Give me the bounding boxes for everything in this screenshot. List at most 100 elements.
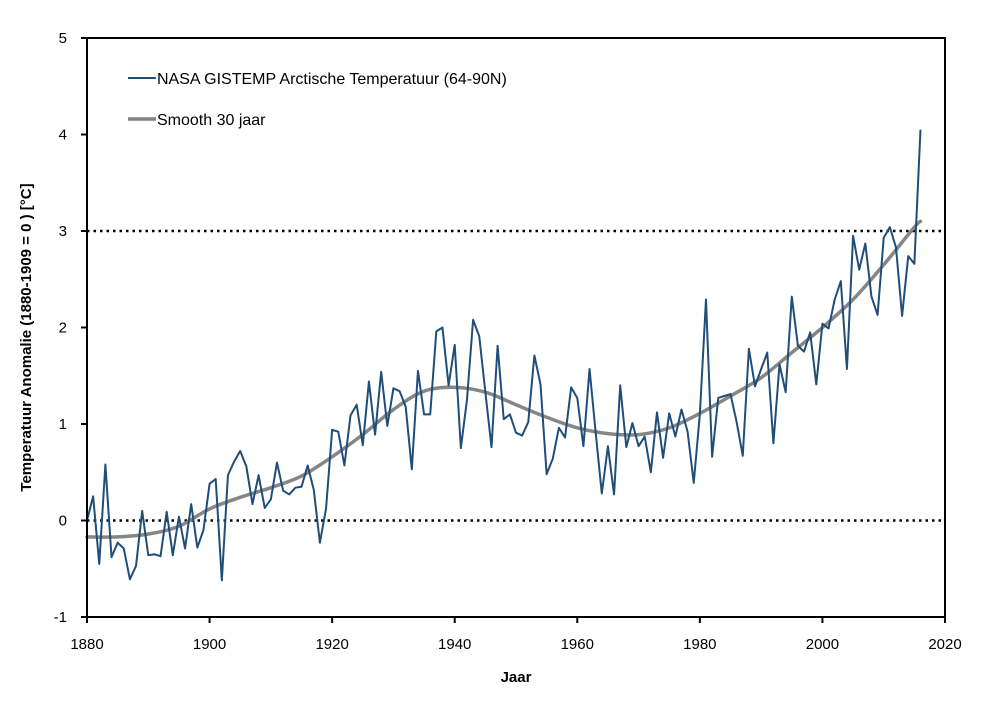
data-point: [509, 414, 511, 416]
data-point: [368, 381, 370, 383]
data-point: [436, 331, 438, 333]
x-tick-label: 1900: [193, 636, 226, 653]
y-axis-ticks: -1 0 1 2 3 4 5: [54, 30, 87, 626]
data-point: [282, 490, 284, 492]
data-point: [215, 478, 217, 480]
data-point: [877, 314, 879, 316]
data-point: [668, 413, 670, 415]
data-point: [920, 129, 922, 131]
data-point: [527, 421, 529, 423]
data-point: [546, 473, 548, 475]
data-point: [534, 355, 536, 357]
data-point: [276, 462, 278, 464]
data-point: [736, 421, 738, 423]
data-point: [141, 510, 143, 512]
data-point: [705, 299, 707, 301]
data-point: [92, 496, 94, 498]
data-point: [687, 431, 689, 433]
data-point: [889, 226, 891, 228]
y-tick-label: 3: [59, 223, 67, 240]
data-point: [589, 368, 591, 370]
data-point: [227, 474, 229, 476]
data-point: [914, 263, 916, 265]
data-point: [166, 511, 168, 513]
data-point: [742, 455, 744, 457]
data-point: [822, 323, 824, 325]
x-tick-label: 1920: [315, 636, 348, 653]
data-point: [601, 493, 603, 495]
data-point: [356, 404, 358, 406]
data-point: [846, 368, 848, 370]
data-point: [203, 529, 205, 531]
legend-label-arctic-temperature: NASA GISTEMP Arctische Temperatuur (64-9…: [157, 71, 507, 88]
data-point: [638, 445, 640, 447]
series-layer: [85, 129, 923, 582]
data-point: [178, 516, 180, 518]
data-point: [681, 409, 683, 411]
x-axis-ticks: 1880 1900 1920 1940 1960 1980 2000 2020: [70, 617, 962, 653]
data-point: [147, 554, 149, 556]
data-point: [405, 406, 407, 408]
x-tick-label: 1880: [70, 636, 103, 653]
data-point: [233, 461, 235, 463]
x-axis-title: Jaar: [501, 669, 532, 686]
data-point: [809, 332, 811, 334]
data-point: [803, 351, 805, 353]
x-tick-label: 1980: [683, 636, 716, 653]
data-point: [411, 469, 413, 471]
data-point: [883, 237, 885, 239]
y-tick-label: -1: [54, 609, 67, 626]
data-point: [717, 397, 719, 399]
data-point: [221, 580, 223, 582]
data-point: [387, 425, 389, 427]
data-point: [576, 397, 578, 399]
data-point: [816, 384, 818, 386]
data-point: [239, 450, 241, 452]
data-point: [552, 458, 554, 460]
data-point: [301, 486, 303, 488]
data-point: [766, 352, 768, 354]
data-point: [724, 395, 726, 397]
data-point: [907, 255, 909, 257]
data-point: [111, 556, 113, 558]
data-point: [540, 384, 542, 386]
data-point: [123, 548, 125, 550]
data-point: [828, 328, 830, 330]
data-point: [521, 435, 523, 437]
data-point: [252, 503, 254, 505]
data-point: [865, 243, 867, 245]
y-tick-label: 4: [59, 127, 67, 144]
data-point: [595, 432, 597, 434]
data-point: [246, 466, 248, 468]
data-point: [172, 554, 174, 556]
data-point: [313, 489, 315, 491]
data-point: [129, 579, 131, 581]
data-point: [417, 370, 419, 372]
data-point: [184, 548, 186, 550]
data-point: [442, 327, 444, 329]
data-point: [264, 507, 266, 509]
data-point: [209, 483, 211, 485]
data-point: [619, 385, 621, 387]
data-point: [307, 465, 309, 467]
data-point: [117, 542, 119, 544]
data-point: [650, 471, 652, 473]
data-point: [564, 437, 566, 439]
y-tick-label: 1: [59, 416, 67, 433]
data-point: [773, 443, 775, 445]
data-point: [785, 391, 787, 393]
data-point: [270, 498, 272, 500]
data-point: [295, 487, 297, 489]
data-point: [460, 447, 462, 449]
y-axis-title: Temperatuur Anomalie (1880-1909 = 0 ) [°…: [18, 183, 35, 491]
data-point: [423, 414, 425, 416]
data-point: [852, 235, 854, 237]
data-point: [871, 296, 873, 298]
data-point: [644, 436, 646, 438]
data-point: [730, 393, 732, 395]
data-point: [448, 385, 450, 387]
x-tick-label: 1940: [438, 636, 471, 653]
data-point: [626, 446, 628, 448]
data-point: [656, 412, 658, 414]
data-point: [288, 494, 290, 496]
